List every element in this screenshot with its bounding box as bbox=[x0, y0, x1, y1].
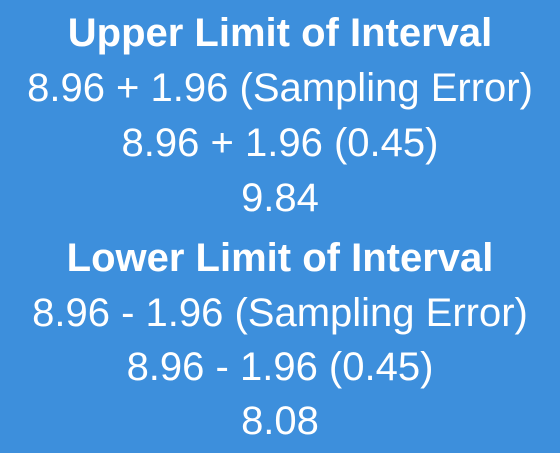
upper-limit-substitution: 8.96 + 1.96 (0.45) bbox=[121, 121, 439, 165]
lower-limit-substitution: 8.96 - 1.96 (0.45) bbox=[126, 345, 434, 389]
lower-limit-result: 8.08 bbox=[241, 399, 319, 443]
upper-limit-formula: 8.96 + 1.96 (Sampling Error) bbox=[27, 66, 533, 110]
upper-limit-result: 9.84 bbox=[241, 176, 319, 220]
lower-limit-heading: Lower Limit of Interval bbox=[66, 236, 494, 280]
lower-limit-formula: 8.96 - 1.96 (Sampling Error) bbox=[32, 291, 528, 335]
upper-limit-heading: Upper Limit of Interval bbox=[67, 11, 493, 55]
